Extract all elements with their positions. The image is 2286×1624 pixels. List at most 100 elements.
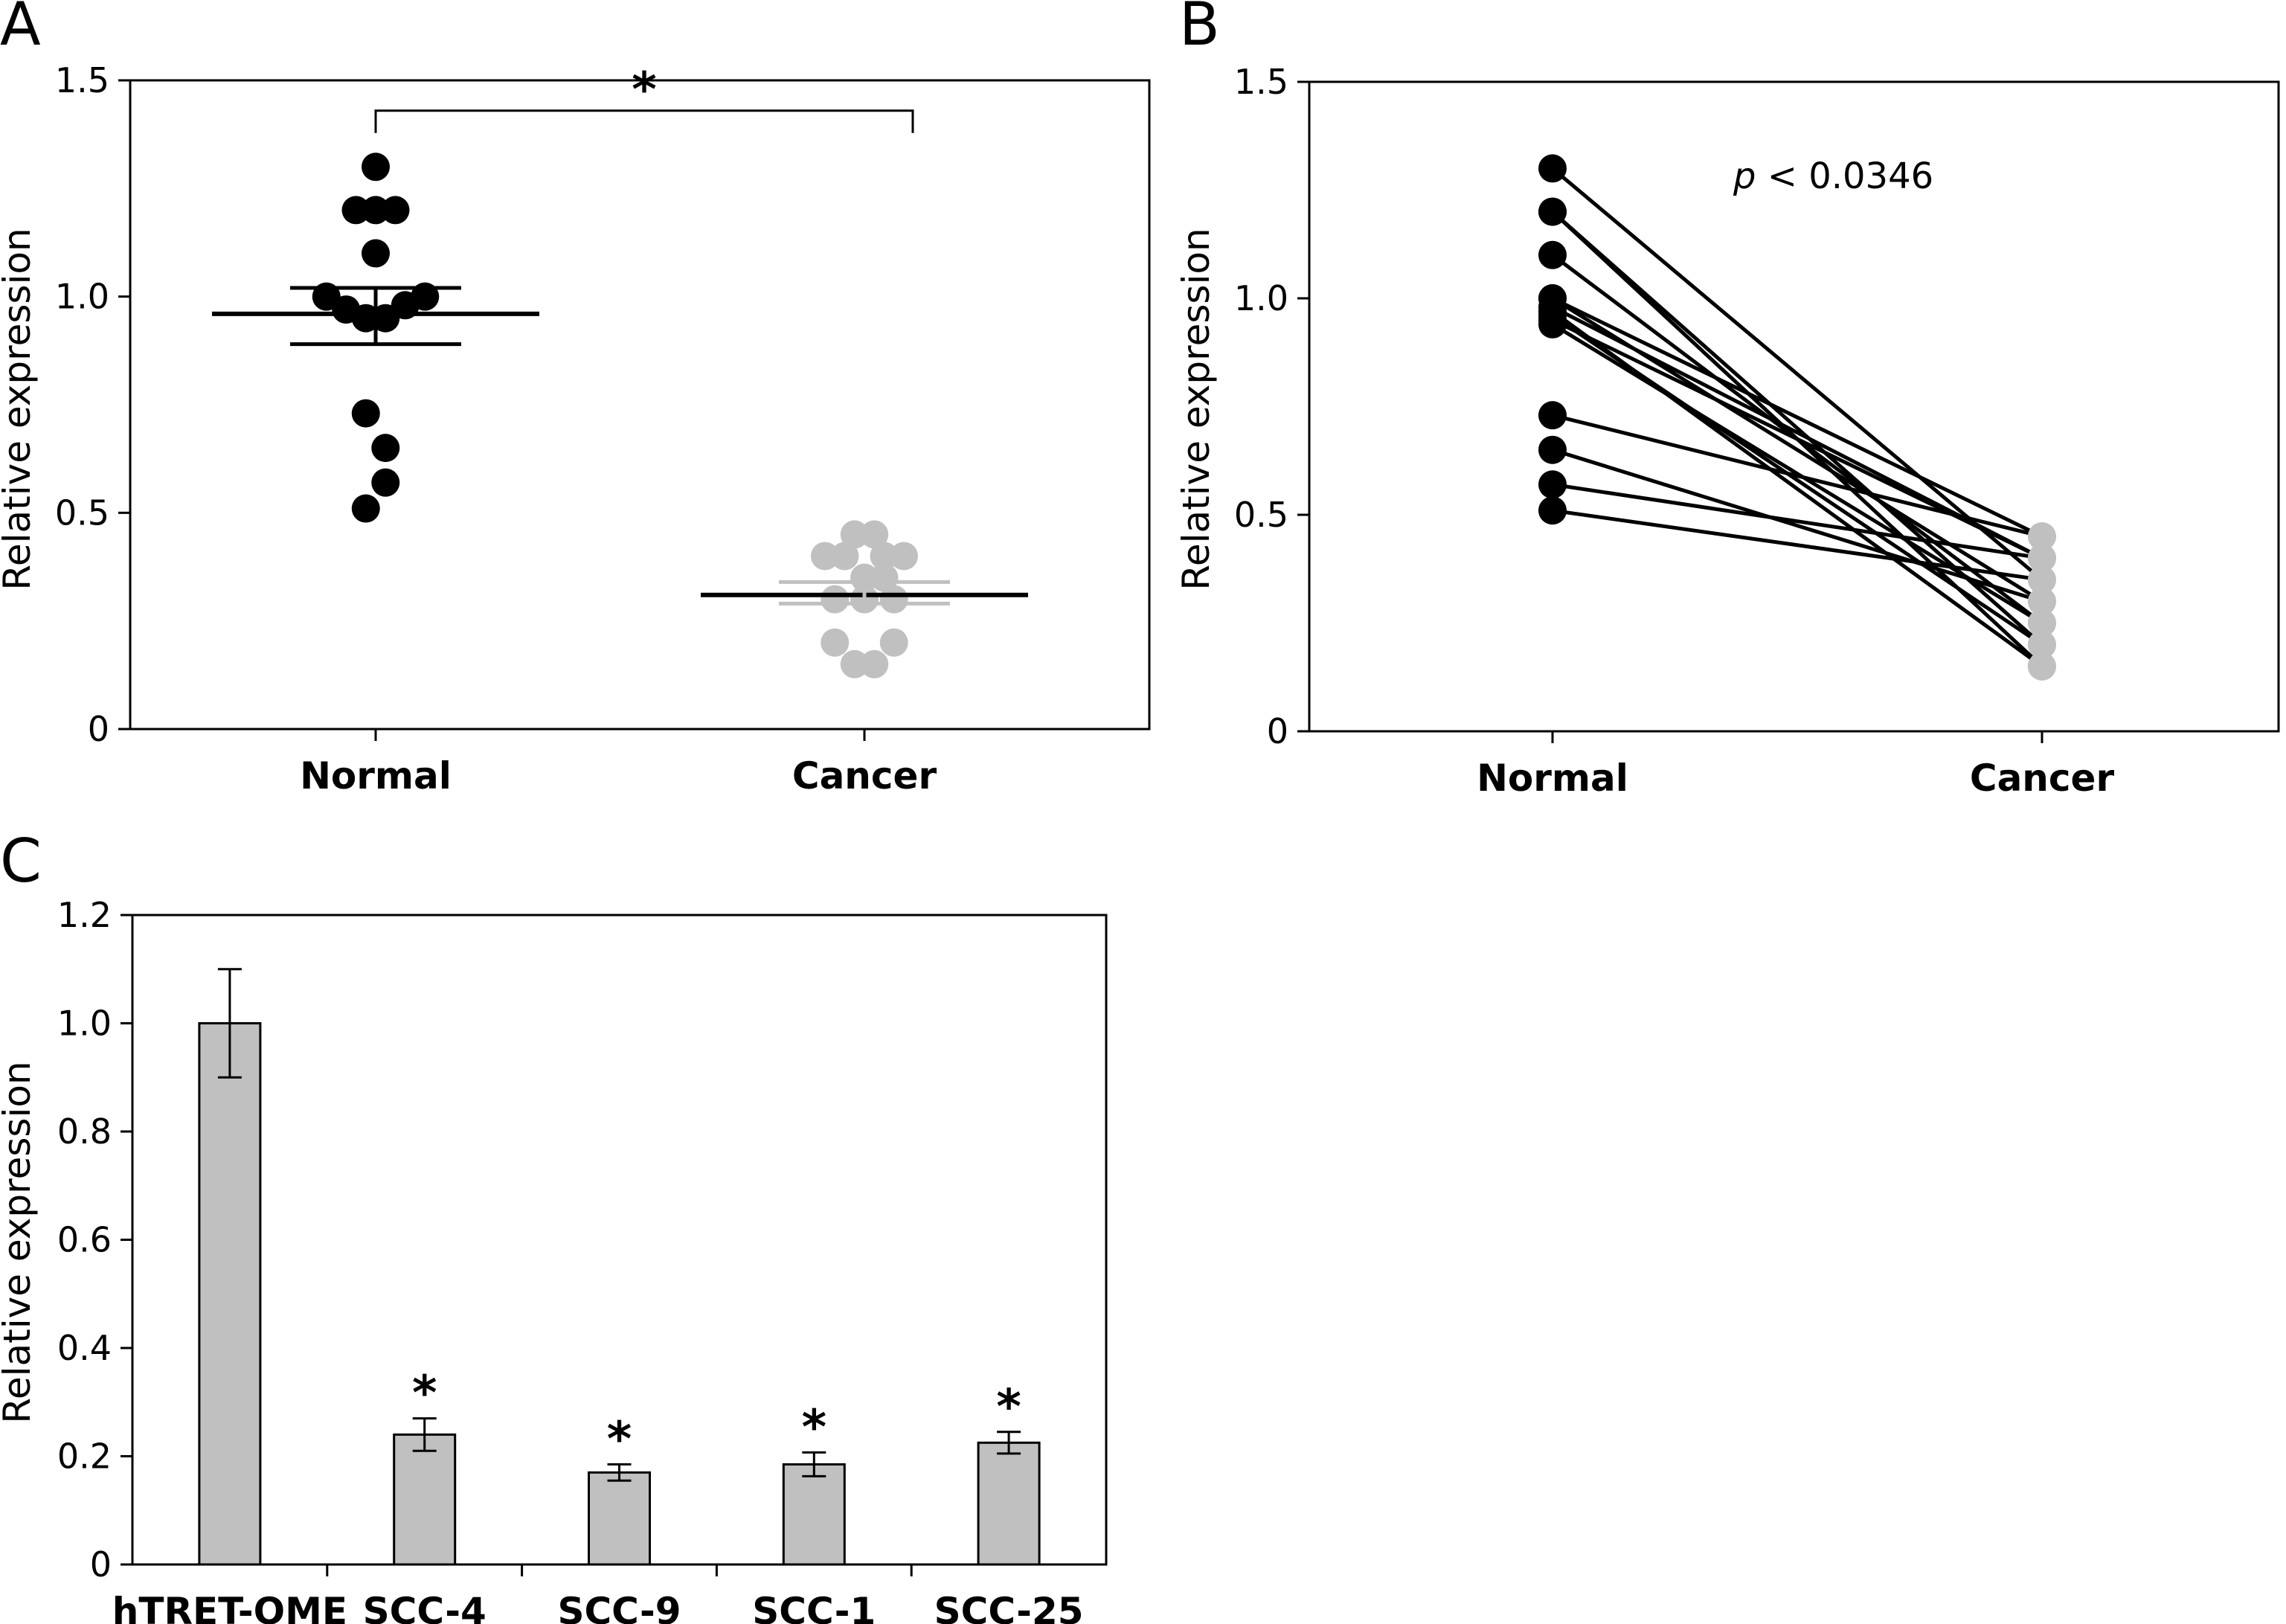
x-category-label: SCC-4 (363, 1590, 487, 1624)
data-point (362, 153, 390, 182)
data-point (362, 239, 390, 268)
pair-line (1551, 296, 2043, 539)
normal-point (1538, 496, 1567, 525)
data-point (362, 196, 390, 225)
significance-star: * (996, 1380, 1021, 1435)
panel-c-y-axis-label: Relative expression (0, 1061, 39, 1423)
y-tick-label: 0.5 (55, 492, 109, 533)
data-point (870, 542, 899, 571)
y-tick-label: 1.5 (1234, 62, 1288, 102)
data-point (381, 196, 410, 225)
x-category-label: Cancer (792, 754, 937, 797)
significance-star: * (802, 1400, 826, 1455)
data-point (811, 542, 839, 571)
panel-c-marks: * * * * (198, 968, 1041, 1566)
y-tick-label: 1.5 (55, 60, 109, 100)
data-point (870, 563, 899, 592)
normal-point (1538, 197, 1567, 226)
y-tick-label: 0.2 (57, 1437, 112, 1477)
x-category-label: SCC-1 (752, 1590, 876, 1624)
bar (782, 1463, 846, 1566)
normal-point (1538, 435, 1567, 464)
panel-c-letter: C (0, 827, 42, 896)
panel-c: C Relative expression 0 0.2 0.4 0.6 0.8 1.0 1.… (0, 827, 1108, 1624)
panel-a: A Relative expression 0 0.5 1.0 1.5 Normal Ca… (0, 0, 1151, 797)
x-category-label: Cancer (1970, 757, 2115, 800)
y-tick-label: 0.6 (57, 1220, 112, 1260)
x-category-label: hTRET-OME (112, 1590, 347, 1624)
y-tick-label: 0.5 (1234, 495, 1288, 535)
panel-b-p-annotation: p < 0.0346 (1733, 155, 1933, 197)
significance-bracket (374, 109, 914, 133)
data-point (890, 542, 918, 571)
cancer-point (2028, 522, 2056, 551)
normal-point (1538, 309, 1567, 338)
data-point (860, 520, 889, 549)
data-point (351, 399, 380, 428)
data-point (351, 494, 380, 523)
data-point (840, 649, 869, 678)
data-point (821, 585, 850, 614)
cancer-point (2028, 652, 2056, 681)
data-point (860, 649, 889, 678)
y-tick-label: 0.4 (57, 1328, 112, 1368)
cancer-point (2028, 587, 2056, 616)
data-point (879, 628, 908, 657)
x-category-label: Normal (1477, 757, 1628, 800)
data-point (840, 520, 869, 549)
cancer-point (2028, 544, 2056, 573)
panel-a-axes: 0 0.5 1.0 1.5 Normal Cancer (55, 60, 1151, 797)
data-point (351, 304, 380, 333)
pair-line (1551, 314, 2043, 646)
cancer-point (2028, 630, 2056, 659)
panel-b-letter: B (1179, 0, 1220, 59)
cancer-point (2028, 609, 2056, 638)
data-point (879, 585, 908, 614)
pair-line (1551, 167, 2043, 582)
panel-0-plot-frame (129, 79, 1151, 731)
x-category-label: SCC-9 (557, 1590, 681, 1624)
data-point (371, 468, 400, 497)
panel-b-axes: 0 0.5 1.0 1.5 Normal Cancer (1234, 62, 2280, 800)
significance-star: * (632, 63, 656, 118)
x-category-label: Normal (300, 754, 452, 797)
bar (588, 1471, 651, 1566)
bar (977, 1441, 1041, 1566)
x-category-label: SCC-25 (934, 1590, 1084, 1624)
data-point (371, 304, 400, 333)
y-tick-label: 0 (88, 709, 109, 749)
pair-line (1552, 448, 2043, 603)
significance-star: * (412, 1367, 437, 1422)
y-tick-label: 0.8 (57, 1111, 112, 1152)
panel-a-letter: A (0, 0, 41, 59)
normal-point (1538, 240, 1567, 269)
cancer-point (2028, 565, 2056, 594)
data-point (821, 628, 850, 657)
panel-a-y-axis-label: Relative expression (0, 228, 39, 590)
y-tick-label: 1.0 (55, 277, 109, 317)
panel-b-p-value: < 0.0346 (1756, 155, 1933, 197)
y-tick-label: 0 (90, 1544, 112, 1585)
normal-point (1538, 401, 1567, 430)
pair-line (1552, 413, 2043, 539)
panel-a-marks: * (212, 63, 1028, 678)
panel-b-y-axis-label: Relative expression (1175, 228, 1218, 590)
data-point (341, 196, 370, 225)
panel-b: B Relative expression 0 0.5 1.0 1.5 Normal Ca… (1175, 0, 2280, 800)
data-point (371, 434, 400, 463)
y-tick-label: 0 (1267, 711, 1288, 751)
normal-point (1538, 470, 1567, 499)
data-point (850, 563, 879, 592)
pair-line (1551, 318, 2043, 560)
significance-star: * (607, 1412, 632, 1467)
panel-1-plot-frame (1308, 80, 2280, 733)
y-tick-label: 1.2 (57, 895, 112, 935)
data-point (830, 542, 859, 571)
pair-line (1552, 508, 2043, 582)
y-tick-label: 1.0 (1234, 278, 1288, 318)
pair-line (1551, 322, 2043, 625)
panel-c-axes: 0 0.2 0.4 0.6 0.8 1.0 1.2 hTRET-OME SCC-4 SCC-9 SC… (57, 895, 1108, 1624)
y-tick-label: 1.0 (57, 1004, 112, 1044)
pair-line (1552, 482, 2043, 560)
